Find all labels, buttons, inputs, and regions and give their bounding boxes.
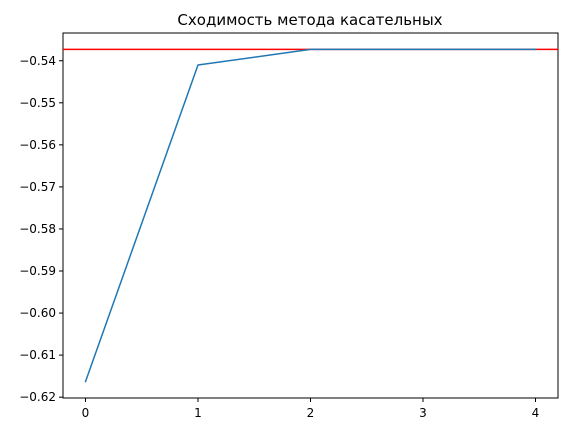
x-tick-label: 0: [82, 406, 90, 420]
y-tick-label: −0.54: [19, 54, 56, 68]
y-tick-label: −0.55: [19, 96, 56, 110]
series-layer: [63, 48, 558, 383]
x-tick-label: 2: [307, 406, 315, 420]
y-tick-label: −0.56: [19, 138, 56, 152]
y-tick-label: −0.62: [19, 390, 56, 404]
y-tick-label: −0.60: [19, 306, 56, 320]
x-tick-label: 1: [194, 406, 202, 420]
plot-area-frame: [62, 32, 559, 399]
x-tick-label: 3: [419, 406, 427, 420]
y-tick-label: −0.58: [19, 222, 56, 236]
series-line: [84, 48, 537, 383]
x-axis: 0 1 2 3 4: [82, 398, 540, 420]
y-tick-label: −0.61: [19, 348, 56, 362]
y-tick-label: −0.59: [19, 264, 56, 278]
y-axis: −0.54 −0.55 −0.56 −0.57 −0.58 −0.59 −0.60 −0.61…: [19, 54, 63, 404]
chart-title: Сходимость метода касательных: [177, 11, 442, 29]
x-tick-label: 4: [532, 406, 540, 420]
y-tick-label: −0.57: [19, 180, 56, 194]
